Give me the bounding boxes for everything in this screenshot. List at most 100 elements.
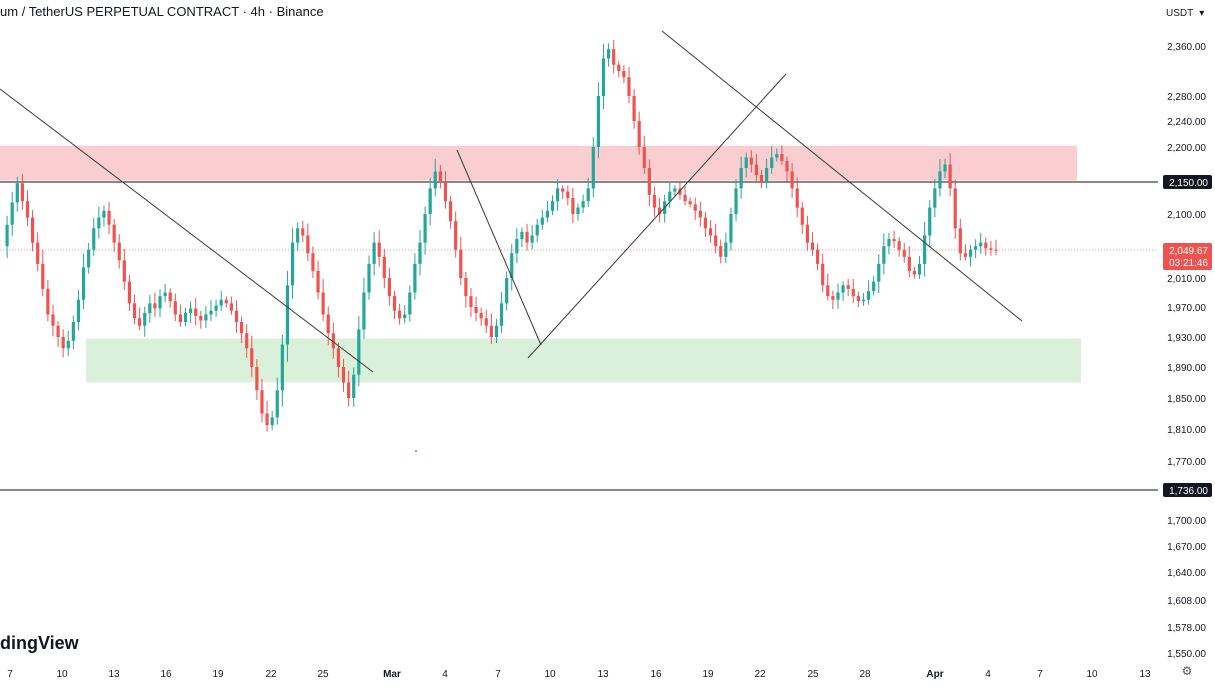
stray-dot bbox=[415, 450, 417, 452]
candle-body bbox=[122, 260, 126, 282]
candle-body bbox=[765, 168, 769, 182]
current-price-badge bbox=[1163, 243, 1212, 270]
candle-body bbox=[683, 194, 687, 202]
candle-body bbox=[138, 318, 142, 326]
candle-body bbox=[535, 224, 539, 236]
candle-body bbox=[255, 367, 259, 391]
countdown-label: 03:21:46 bbox=[1169, 258, 1208, 269]
time-tick-label: 10 bbox=[1086, 669, 1098, 680]
candle-body bbox=[76, 299, 81, 322]
candle-body bbox=[296, 228, 300, 243]
candle-body bbox=[280, 344, 284, 391]
candle-body bbox=[51, 314, 55, 326]
candle-body bbox=[606, 49, 611, 59]
candle-body bbox=[856, 296, 860, 302]
candle-body bbox=[994, 249, 998, 251]
candle-body bbox=[306, 235, 310, 254]
candle-body bbox=[423, 214, 427, 243]
candle-body bbox=[933, 188, 937, 208]
price-tick-label: 2,360.00 bbox=[1167, 42, 1206, 53]
horizontal-lines-layer bbox=[0, 181, 1158, 491]
candle-body bbox=[117, 242, 121, 261]
candle-body bbox=[398, 310, 402, 319]
resistance-price-label: 2,150.00 bbox=[1169, 178, 1208, 189]
candle-body bbox=[199, 316, 203, 321]
candle-body bbox=[974, 246, 978, 250]
candle-body bbox=[413, 263, 417, 293]
candle-body bbox=[168, 292, 172, 302]
candle-body bbox=[530, 235, 534, 243]
candle-body bbox=[311, 253, 315, 271]
candle-body bbox=[438, 171, 442, 182]
candle-body bbox=[887, 239, 891, 247]
time-tick-label: 25 bbox=[807, 669, 819, 680]
candle-body bbox=[836, 292, 840, 300]
candle-body bbox=[739, 168, 743, 189]
candle-body bbox=[505, 278, 509, 304]
currency-selector[interactable]: USDT ▾ bbox=[1162, 4, 1206, 22]
candle-body bbox=[979, 242, 983, 247]
candle-body bbox=[923, 235, 927, 264]
price-tick-label: 2,010.00 bbox=[1167, 274, 1206, 285]
gear-icon[interactable]: ⚙ bbox=[1181, 664, 1193, 678]
candle-body bbox=[948, 164, 952, 189]
candle-body bbox=[270, 417, 274, 426]
candle-body bbox=[387, 278, 392, 297]
candle-body bbox=[357, 329, 361, 375]
time-tick-label: Apr bbox=[926, 669, 943, 680]
price-tick-label: 1,550.00 bbox=[1167, 649, 1206, 660]
candle-body bbox=[127, 281, 132, 304]
time-tick-label: 19 bbox=[702, 669, 714, 680]
candle-body bbox=[963, 253, 968, 257]
candle-body bbox=[688, 201, 692, 205]
candle-body bbox=[260, 390, 264, 414]
candle-body bbox=[943, 164, 947, 172]
candle-body bbox=[454, 221, 458, 250]
candle-body bbox=[143, 313, 147, 326]
time-tick-label: 4 bbox=[985, 669, 991, 680]
time-tick-label: 22 bbox=[265, 669, 277, 680]
candle-body bbox=[708, 228, 713, 236]
time-tick-label: 10 bbox=[544, 669, 556, 680]
candle-body bbox=[87, 249, 91, 268]
candle-body bbox=[795, 188, 799, 208]
interval-text: 4h bbox=[250, 4, 265, 19]
time-tick-label: 19 bbox=[212, 669, 224, 680]
candle-body bbox=[770, 157, 774, 168]
candle-body bbox=[224, 299, 228, 304]
candle-body bbox=[347, 382, 351, 398]
candle-body bbox=[693, 204, 697, 211]
candle-body bbox=[301, 228, 305, 236]
candle-body bbox=[489, 325, 493, 337]
title-separator: / bbox=[21, 4, 26, 19]
candle-body bbox=[204, 314, 208, 321]
candle-body bbox=[112, 224, 116, 243]
candle-body bbox=[229, 303, 233, 311]
candle-body bbox=[372, 242, 376, 264]
candle-body bbox=[800, 207, 804, 225]
price-tick-label: 1,608.00 bbox=[1167, 596, 1206, 607]
candle-body bbox=[46, 288, 50, 315]
watermark: dingView bbox=[0, 633, 79, 653]
candle-body bbox=[652, 194, 657, 208]
candle-body bbox=[907, 256, 911, 271]
trendline bbox=[661, 30, 1023, 322]
candle-body bbox=[968, 249, 973, 257]
candle-body bbox=[556, 188, 560, 202]
candle-body bbox=[326, 314, 330, 334]
candle-body bbox=[627, 77, 631, 96]
candle-body bbox=[612, 49, 616, 65]
candle-body bbox=[352, 374, 356, 398]
time-tick-label: 13 bbox=[597, 669, 609, 680]
candle-body bbox=[234, 310, 239, 322]
candle-body bbox=[724, 242, 728, 257]
candle-body bbox=[861, 299, 866, 302]
candle-body bbox=[158, 296, 162, 309]
candle-body bbox=[892, 239, 896, 242]
candle-body bbox=[367, 263, 371, 293]
candle-body bbox=[484, 318, 488, 326]
candle-body bbox=[265, 413, 269, 426]
candle-body bbox=[464, 278, 468, 297]
